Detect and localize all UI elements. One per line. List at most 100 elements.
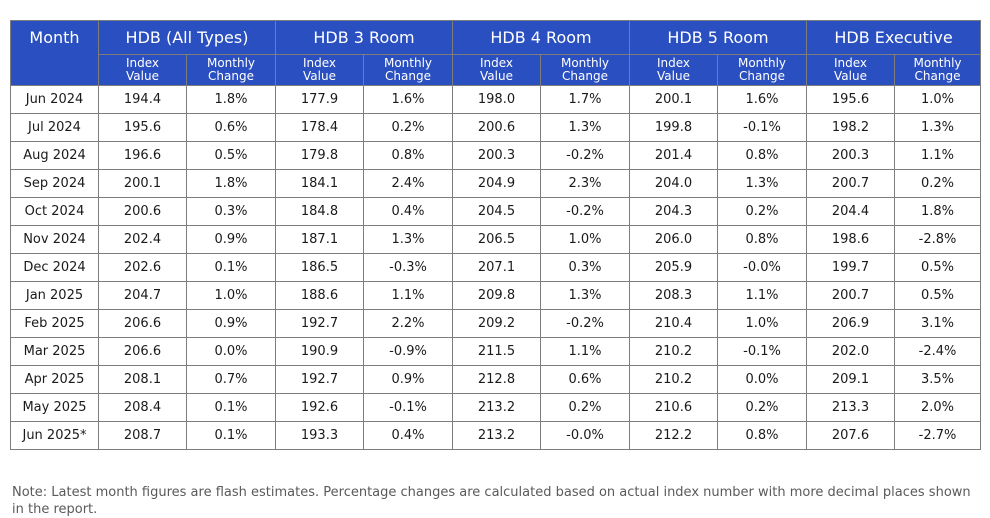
monthly-change-cell: 2.0%	[894, 393, 981, 422]
index-value-cell: 206.9	[806, 309, 895, 338]
monthly-change-cell: 0.0%	[186, 337, 276, 366]
sub-header-label: Monthly Change	[737, 56, 787, 83]
monthly-change-cell: 1.3%	[540, 281, 630, 310]
month-cell: Jan 2025	[10, 281, 99, 310]
table-row: Oct 2024 200.6 0.3% 184.8 0.4% 204.5 -0.2% 204.…	[10, 197, 981, 226]
monthly-change-cell: 0.2%	[540, 393, 630, 422]
index-value-cell: 200.3	[452, 141, 541, 170]
monthly-change-cell: -0.0%	[717, 253, 807, 282]
index-value-cell: 184.8	[275, 197, 364, 226]
sub-header-label: Index Value	[125, 56, 160, 83]
monthly-change-cell: -0.2%	[540, 197, 630, 226]
index-value-cell: 209.1	[806, 365, 895, 394]
group-header-4-room: HDB 4 Room	[452, 20, 630, 55]
sub-header-index-value: Index Value	[98, 54, 187, 86]
monthly-change-cell: 1.8%	[186, 85, 276, 114]
index-value-cell: 195.6	[98, 113, 187, 142]
table-row: Apr 2025 208.1 0.7% 192.7 0.9% 212.8 0.6% 210.2…	[10, 365, 981, 394]
monthly-change-cell: -0.1%	[717, 113, 807, 142]
monthly-change-cell: 0.6%	[540, 365, 630, 394]
index-value-cell: 195.6	[806, 85, 895, 114]
sub-header-label: Index Value	[656, 56, 691, 83]
monthly-change-cell: 2.3%	[540, 169, 630, 198]
sub-header-index-value: Index Value	[806, 54, 895, 86]
table-row: Nov 2024 202.4 0.9% 187.1 1.3% 206.5 1.0% 206.0…	[10, 225, 981, 254]
table-row: Feb 2025 206.6 0.9% 192.7 2.2% 209.2 -0.2% 210.…	[10, 309, 981, 338]
hdb-resale-index-table: Month HDB (All Types) HDB 3 Room HDB 4 R…	[10, 20, 981, 450]
index-value-cell: 198.6	[806, 225, 895, 254]
month-cell: Nov 2024	[10, 225, 99, 254]
monthly-change-cell: -0.0%	[540, 421, 630, 450]
monthly-change-cell: 1.7%	[540, 85, 630, 114]
monthly-change-cell: 0.9%	[186, 225, 276, 254]
index-value-cell: 210.4	[629, 309, 718, 338]
monthly-change-cell: 0.0%	[717, 365, 807, 394]
monthly-change-cell: 0.2%	[894, 169, 981, 198]
monthly-change-cell: 0.4%	[363, 421, 453, 450]
index-value-cell: 188.6	[275, 281, 364, 310]
monthly-change-cell: 0.1%	[186, 253, 276, 282]
monthly-change-cell: 0.9%	[186, 309, 276, 338]
monthly-change-cell: 1.6%	[717, 85, 807, 114]
index-value-cell: 206.6	[98, 337, 187, 366]
monthly-change-cell: 0.8%	[717, 225, 807, 254]
monthly-change-cell: -2.4%	[894, 337, 981, 366]
index-value-cell: 184.1	[275, 169, 364, 198]
monthly-change-cell: 0.8%	[363, 141, 453, 170]
table-row: Jun 2024 194.4 1.8% 177.9 1.6% 198.0 1.7% 200.1…	[10, 85, 981, 114]
index-value-cell: 213.2	[452, 421, 541, 450]
monthly-change-cell: -0.2%	[540, 141, 630, 170]
table-row: Jul 2024 195.6 0.6% 178.4 0.2% 200.6 1.3% 199.8…	[10, 113, 981, 142]
index-value-cell: 196.6	[98, 141, 187, 170]
monthly-change-cell: 1.0%	[186, 281, 276, 310]
index-value-cell: 192.6	[275, 393, 364, 422]
sub-header-label: Index Value	[302, 56, 337, 83]
index-value-cell: 192.7	[275, 365, 364, 394]
index-value-cell: 190.9	[275, 337, 364, 366]
sub-header-label: Monthly Change	[206, 56, 256, 83]
monthly-change-cell: 0.3%	[540, 253, 630, 282]
index-value-cell: 206.0	[629, 225, 718, 254]
index-value-cell: 200.7	[806, 281, 895, 310]
index-value-cell: 204.5	[452, 197, 541, 226]
index-value-cell: 198.0	[452, 85, 541, 114]
month-cell: Aug 2024	[10, 141, 99, 170]
index-value-cell: 200.6	[452, 113, 541, 142]
monthly-change-cell: 0.1%	[186, 393, 276, 422]
index-value-cell: 199.7	[806, 253, 895, 282]
monthly-change-cell: 1.1%	[363, 281, 453, 310]
index-value-cell: 210.2	[629, 365, 718, 394]
month-cell: Jun 2024	[10, 85, 99, 114]
index-value-cell: 186.5	[275, 253, 364, 282]
sub-header-label: Index Value	[833, 56, 868, 83]
monthly-change-cell: -0.1%	[363, 393, 453, 422]
monthly-change-cell: 0.8%	[717, 141, 807, 170]
index-value-cell: 179.8	[275, 141, 364, 170]
index-value-cell: 198.2	[806, 113, 895, 142]
table-row: Sep 2024 200.1 1.8% 184.1 2.4% 204.9 2.3% 204.0…	[10, 169, 981, 198]
monthly-change-cell: 1.0%	[540, 225, 630, 254]
index-value-cell: 193.3	[275, 421, 364, 450]
footnote: Note: Latest month figures are flash est…	[12, 485, 971, 517]
sub-header-monthly-change: Monthly Change	[363, 54, 453, 86]
monthly-change-cell: 1.3%	[717, 169, 807, 198]
sub-header-label: Monthly Change	[560, 56, 610, 83]
monthly-change-cell: 1.8%	[894, 197, 981, 226]
monthly-change-cell: 1.0%	[717, 309, 807, 338]
group-header-3-room: HDB 3 Room	[275, 20, 453, 55]
monthly-change-cell: 1.6%	[363, 85, 453, 114]
monthly-change-cell: 1.1%	[540, 337, 630, 366]
group-header-executive: HDB Executive	[806, 20, 981, 55]
index-value-cell: 199.8	[629, 113, 718, 142]
month-cell: Dec 2024	[10, 253, 99, 282]
index-value-cell: 213.3	[806, 393, 895, 422]
sub-header-label: Index Value	[479, 56, 514, 83]
table-row: Jan 2025 204.7 1.0% 188.6 1.1% 209.8 1.3% 208.3…	[10, 281, 981, 310]
sub-header-index-value: Index Value	[452, 54, 541, 86]
sub-header-label: Monthly Change	[913, 56, 962, 83]
table-row: Dec 2024 202.6 0.1% 186.5 -0.3% 207.1 0.3% 205.…	[10, 253, 981, 282]
index-value-cell: 210.6	[629, 393, 718, 422]
index-value-cell: 204.0	[629, 169, 718, 198]
monthly-change-cell: 0.2%	[717, 197, 807, 226]
index-value-cell: 206.5	[452, 225, 541, 254]
